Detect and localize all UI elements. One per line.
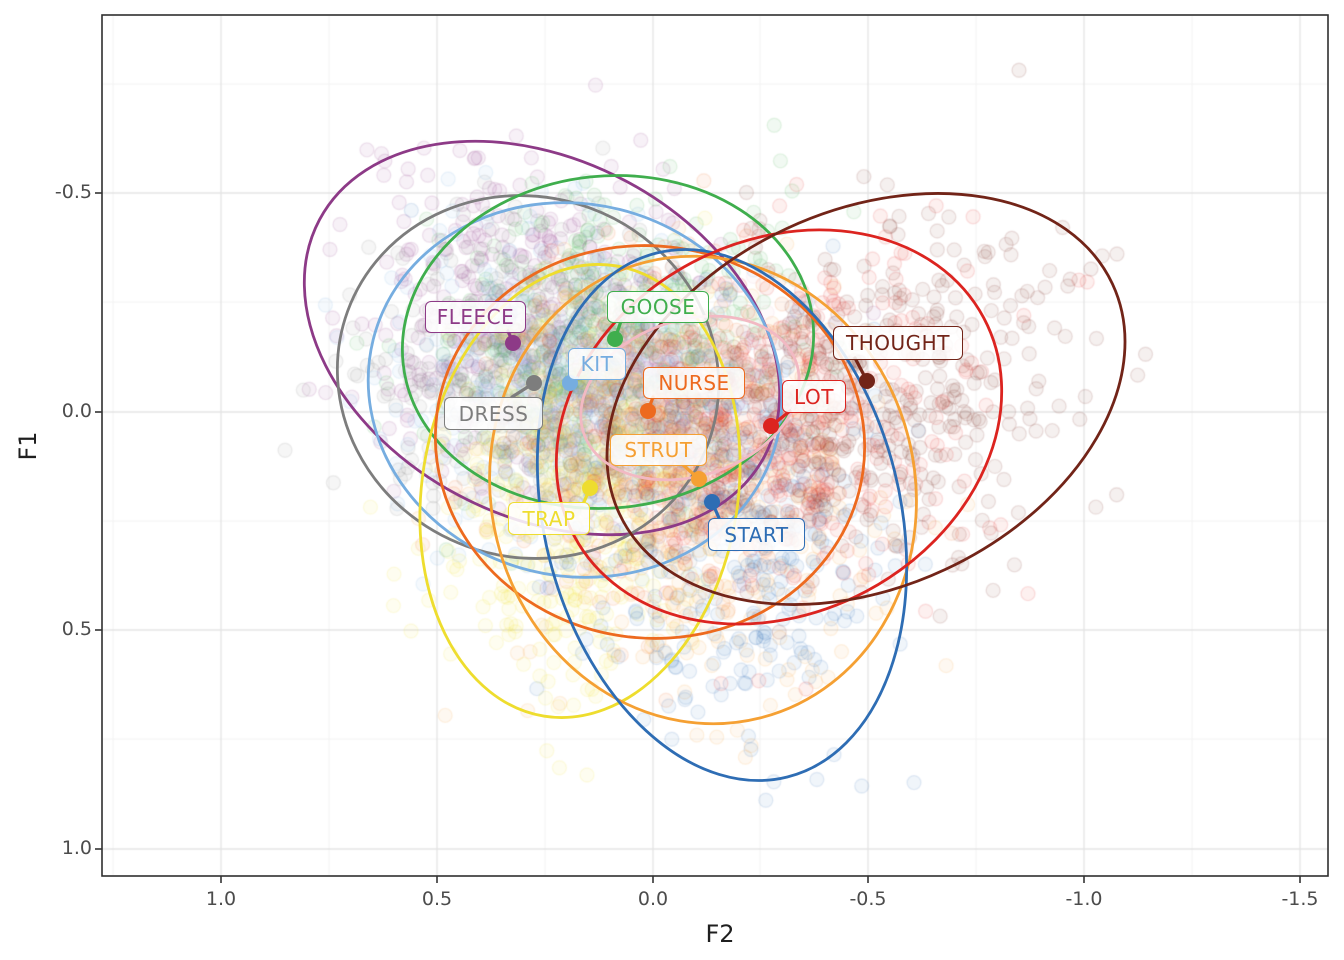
lot-ellipse — [554, 228, 1004, 626]
lot-mean-point — [763, 418, 779, 434]
start-mean-point — [704, 494, 720, 510]
trap-ellipse — [418, 263, 742, 719]
unlabeled-ellipse — [579, 314, 801, 482]
kit-mean-point — [562, 375, 578, 391]
start-ellipse — [535, 248, 909, 782]
dress-ellipse — [335, 194, 721, 560]
thought-ellipse — [605, 192, 1127, 606]
dress-mean-point — [526, 375, 542, 391]
nurse-ellipse — [433, 244, 867, 640]
trap-mean-point — [582, 480, 598, 496]
thought-mean-point — [859, 373, 875, 389]
strut-mean-point — [691, 471, 707, 487]
strut-ellipse — [488, 254, 918, 726]
fleece-ellipse — [302, 139, 782, 537]
goose-mean-point — [607, 331, 623, 347]
panel-border — [101, 14, 1329, 877]
scatter-points-layer — [102, 15, 1328, 876]
fleece-mean-point — [505, 335, 521, 351]
nurse-mean-point — [640, 403, 656, 419]
goose-ellipse — [400, 174, 816, 510]
kit-ellipse — [366, 201, 784, 579]
